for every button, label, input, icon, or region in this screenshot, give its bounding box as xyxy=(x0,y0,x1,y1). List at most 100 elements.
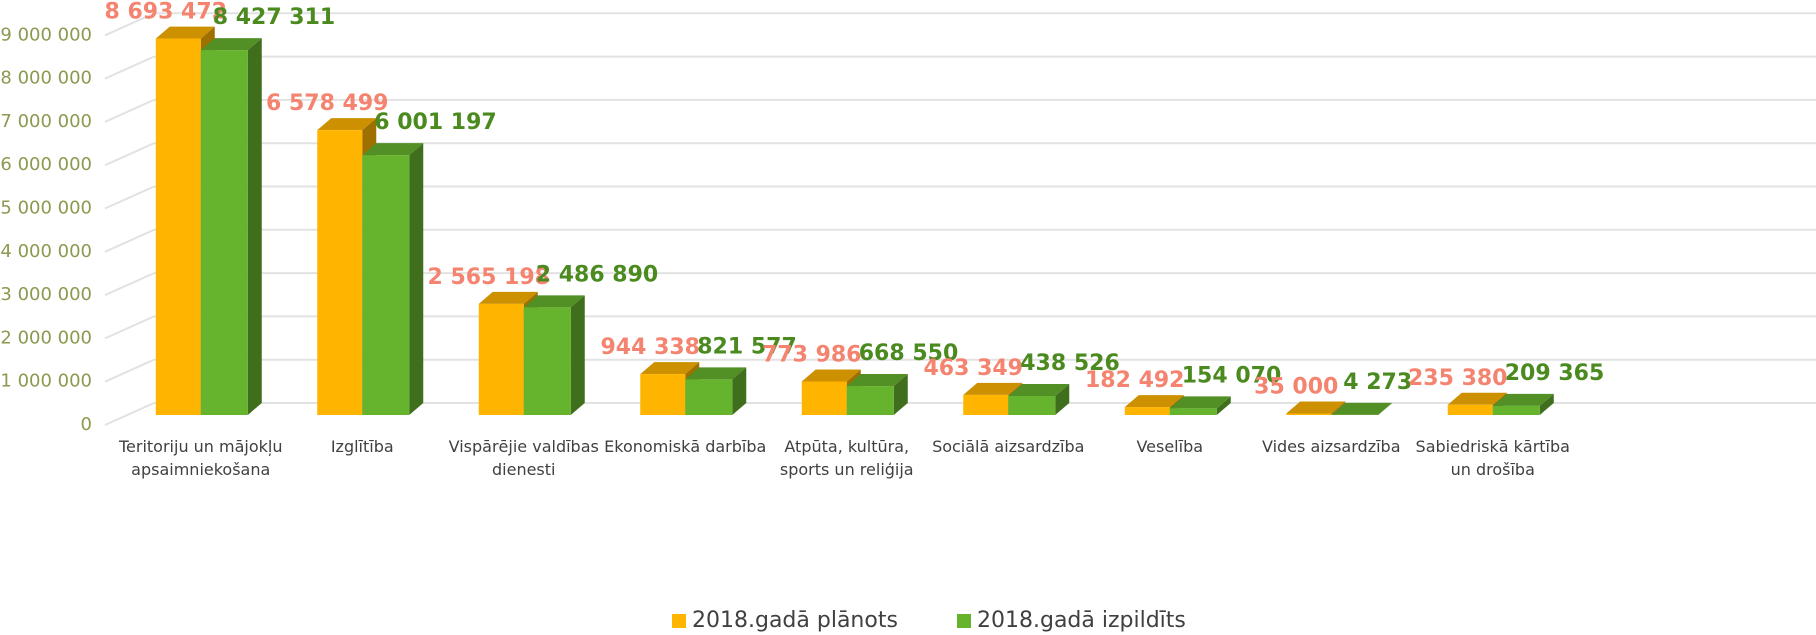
legend-swatch xyxy=(672,613,686,628)
bar-top xyxy=(1492,393,1554,406)
bar xyxy=(155,38,201,415)
bar-top xyxy=(478,291,538,304)
y-tick-label: 2 000 000 xyxy=(0,327,92,348)
value-label: 235 380 xyxy=(1408,366,1508,391)
bar-top xyxy=(1286,401,1346,414)
bar-top xyxy=(362,143,424,156)
bar xyxy=(523,307,571,415)
y-tick-label: 8 000 000 xyxy=(0,68,92,89)
y-tick-label: 5 000 000 xyxy=(0,198,92,219)
value-label: 4 273 xyxy=(1343,370,1412,395)
y-tick-label: 1 000 000 xyxy=(0,371,92,392)
legend-item: 2018.gadā izpildīts xyxy=(957,608,1186,633)
value-label: 821 577 xyxy=(697,334,797,359)
bar-side xyxy=(570,295,585,415)
bar-top xyxy=(1124,395,1184,408)
grid-line-depth xyxy=(104,98,155,123)
bar xyxy=(1492,405,1540,415)
bar-side xyxy=(1216,396,1231,415)
x-tick-label: Sociālā aizsardzība xyxy=(932,437,1085,456)
value-label: 8 427 311 xyxy=(213,5,335,30)
bar xyxy=(362,155,410,415)
bar-top xyxy=(155,26,215,39)
bar-side xyxy=(1055,384,1070,415)
bar xyxy=(846,386,894,415)
value-label: 773 986 xyxy=(762,342,862,367)
value-label: 8 693 472 xyxy=(105,0,227,25)
grid-line-depth xyxy=(104,358,155,383)
bar xyxy=(1124,407,1170,415)
bar-top xyxy=(200,38,262,51)
bar-top xyxy=(1447,392,1507,405)
value-label: 35 000 xyxy=(1254,374,1338,399)
x-tick-label: Vides aizsardzība xyxy=(1261,437,1401,456)
bar-side xyxy=(1378,402,1393,415)
x-tick-label: Ekonomiskā darbība xyxy=(604,437,767,456)
legend-item: 2018.gadā plānots xyxy=(672,608,898,633)
bar xyxy=(640,374,686,415)
value-label: 6 001 197 xyxy=(374,110,496,135)
grid-line-depth xyxy=(104,185,155,210)
bar xyxy=(1447,404,1493,415)
bar-top xyxy=(801,369,861,382)
bar-side xyxy=(732,367,747,415)
legend-label: 2018.gadā plānots xyxy=(692,608,898,633)
value-label: 6 578 499 xyxy=(266,91,388,116)
grid-line-depth xyxy=(104,142,155,167)
x-tick-label: Sabiedriskā kārtība un drošība xyxy=(1415,437,1570,479)
x-tick-label: Teritoriju un mājokļu apsaimniekošana xyxy=(118,437,283,479)
value-label: 154 070 xyxy=(1182,363,1282,388)
grid-line-depth xyxy=(104,315,155,340)
bar xyxy=(685,379,733,415)
y-tick-label: 0 xyxy=(81,414,92,435)
y-tick-label: 3 000 000 xyxy=(0,284,92,305)
bar xyxy=(317,130,363,415)
value-label: 944 338 xyxy=(600,335,700,360)
value-label: 2 486 890 xyxy=(536,262,658,287)
bar xyxy=(801,381,847,415)
bar-top xyxy=(685,367,747,380)
value-label: 668 550 xyxy=(859,341,959,366)
bar xyxy=(963,394,1009,415)
value-label: 2 565 198 xyxy=(428,265,550,290)
bar xyxy=(200,50,248,415)
bar-side xyxy=(1331,401,1346,415)
value-label: 438 526 xyxy=(1020,351,1120,376)
x-tick-label: Veselība xyxy=(1136,437,1204,456)
y-tick-label: 7 000 000 xyxy=(0,111,92,132)
value-label: 182 492 xyxy=(1085,368,1185,393)
bar xyxy=(478,303,524,415)
grid-line-depth xyxy=(104,12,155,37)
bar-side xyxy=(893,374,908,415)
legend-swatch xyxy=(957,613,971,628)
bar-top xyxy=(317,118,377,131)
y-tick-label: 6 000 000 xyxy=(0,154,92,175)
bar-top xyxy=(963,382,1023,395)
x-tick-label: Izglītība xyxy=(330,437,394,456)
bar-side xyxy=(247,38,262,415)
y-tick-label: 9 000 000 xyxy=(0,24,92,45)
bar-top xyxy=(1331,402,1393,415)
value-label: 209 365 xyxy=(1505,361,1605,386)
bar xyxy=(1286,413,1332,415)
grid-line-depth xyxy=(104,402,155,426)
grid-line-depth xyxy=(104,272,155,297)
bar-top xyxy=(523,295,585,308)
y-tick-label: 4 000 000 xyxy=(0,241,92,262)
x-tick-label: Vispārējie valdības dienesti xyxy=(448,437,599,479)
bar-side xyxy=(1539,393,1554,415)
grid-line-depth xyxy=(104,55,155,80)
legend-label: 2018.gadā izpildīts xyxy=(977,608,1186,633)
bar xyxy=(1008,396,1056,415)
value-label: 463 349 xyxy=(923,356,1023,381)
bar-side xyxy=(409,143,424,415)
bar-top xyxy=(1008,384,1070,397)
bar xyxy=(1169,408,1217,415)
x-tick-label: Atpūta, kultūra, sports un reliģija xyxy=(779,437,914,479)
bar-top xyxy=(1169,396,1231,409)
grid-line-depth xyxy=(104,228,155,253)
bar-top xyxy=(640,362,700,375)
bar-top xyxy=(846,374,908,387)
